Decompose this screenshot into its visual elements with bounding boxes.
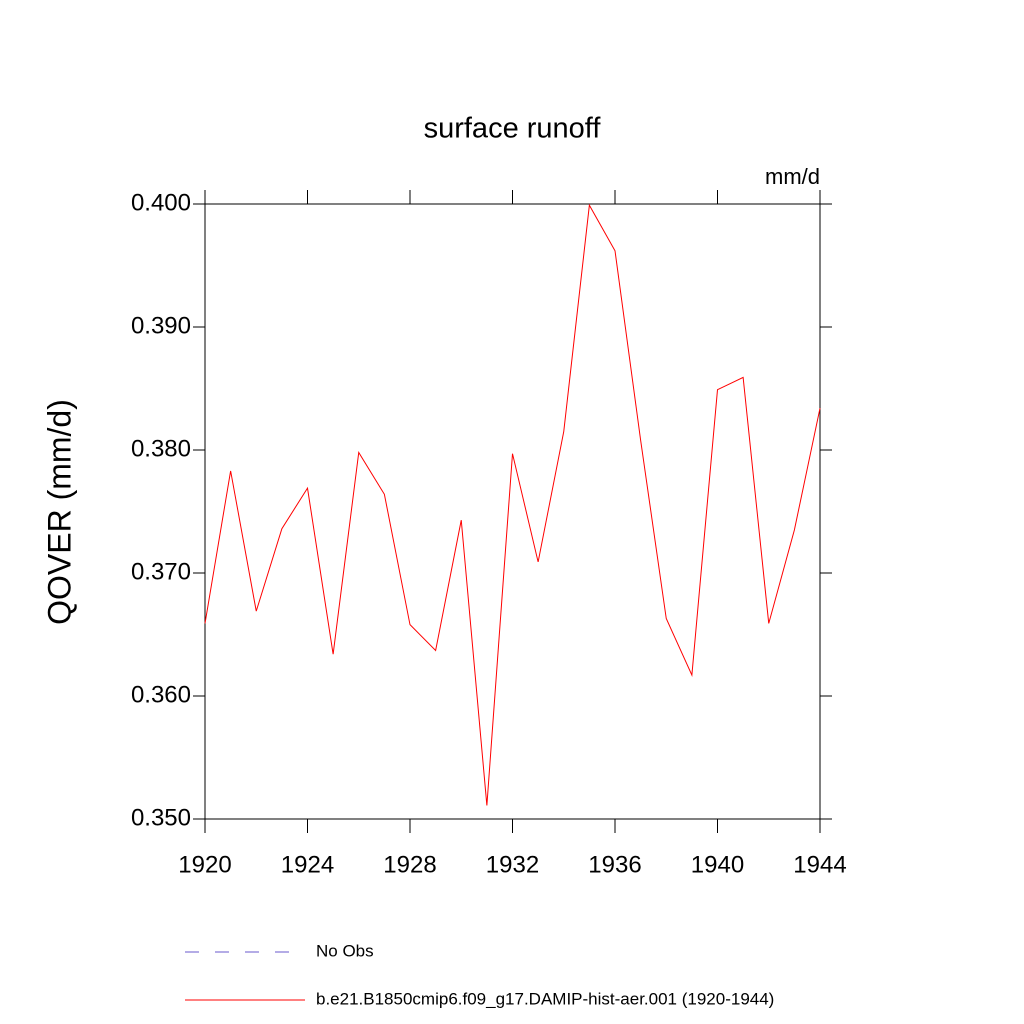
y-tick-label: 0.400 [131,189,191,216]
x-tick-label: 1932 [486,851,539,878]
legend-label: No Obs [316,941,374,960]
plot-frame [204,203,821,820]
y-tick-label: 0.370 [131,558,191,585]
x-tick-label: 1928 [383,851,436,878]
data-line [204,203,821,806]
chart-title: surface runoff [424,113,602,145]
y-tick-label: 0.350 [131,804,191,831]
y-tick-label: 0.390 [131,312,191,339]
x-tick-label: 1936 [588,851,641,878]
x-tick-label: 1944 [793,851,846,878]
units-label: mm/d [765,164,820,189]
x-tick-label: 1924 [281,851,334,878]
y-tick-label: 0.380 [131,435,191,462]
y-tick-label: 0.360 [131,681,191,708]
y-axis-label: QOVER (mm/d) [41,399,77,625]
x-tick-label: 1920 [178,851,231,878]
x-tick-label: 1940 [691,851,744,878]
legend-label: b.e21.B1850cmip6.f09_g17.DAMIP-hist-aer.… [316,989,774,1008]
